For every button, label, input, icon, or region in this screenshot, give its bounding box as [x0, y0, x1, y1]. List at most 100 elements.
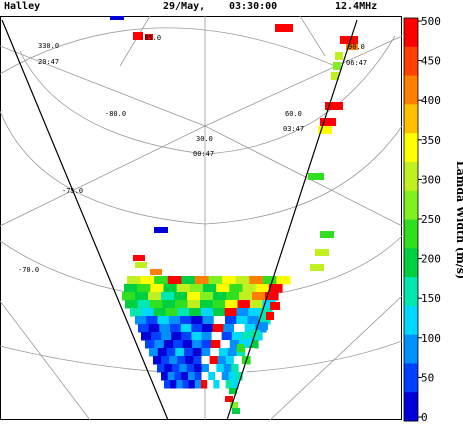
scatter-cell	[223, 324, 235, 333]
grid-label: 30.0	[196, 135, 213, 143]
scatter-cell	[340, 36, 358, 44]
field-of-view	[1, 19, 358, 420]
scatter-cell	[135, 292, 149, 301]
scatter-cell	[223, 364, 232, 373]
scatter-cell	[167, 372, 176, 381]
scatter-cell	[145, 340, 156, 349]
meridian-330	[0, 45, 206, 127]
scatter-cell	[133, 32, 143, 40]
grid-label: 20:47	[38, 58, 59, 66]
scatter-cell	[173, 340, 184, 349]
scatter-cell	[308, 173, 324, 180]
scatter-cell	[154, 227, 168, 233]
scatter-cell	[258, 316, 271, 325]
colorbar-tick-label: 0	[421, 411, 428, 424]
scatter-cell	[215, 372, 223, 381]
scatter-cell	[201, 308, 214, 317]
scatter-cell	[146, 316, 159, 325]
scatter-cell	[164, 364, 173, 373]
scatter-cell	[157, 364, 166, 373]
scatter-cell	[176, 380, 184, 389]
scatter-cell	[171, 332, 182, 341]
scatter-cell	[225, 300, 239, 309]
scatter-cell	[122, 292, 136, 301]
scatter-cell	[225, 356, 235, 365]
scatter-cell	[212, 300, 226, 309]
scatter-cell	[154, 276, 169, 285]
scatter-cell	[189, 308, 202, 317]
date-label: 29/May,	[163, 1, 206, 12]
scatter-cell	[124, 284, 138, 293]
scatter-cell	[244, 324, 256, 333]
scatter-cell	[200, 292, 214, 301]
scatter-cell	[320, 231, 334, 238]
scatter-cell	[207, 380, 214, 389]
scatter-cell	[201, 348, 211, 357]
scatter-cell	[151, 332, 162, 341]
colorbar-block	[404, 161, 418, 192]
scatter-cell	[135, 262, 147, 268]
time-label: 03:30:00	[229, 1, 278, 12]
scatter-cell	[188, 380, 196, 389]
scatter-cell	[331, 72, 339, 80]
colorbar-block	[404, 363, 418, 393]
grid-labels: 330.0 20:47 -85.0 -80.0 30.0 00:47 60.0 …	[18, 34, 367, 274]
meridian-60	[204, 125, 402, 227]
scatter-cell	[232, 408, 240, 414]
scatter-cell	[153, 356, 162, 365]
scatter-cell	[229, 340, 240, 349]
scatter-cell	[221, 372, 230, 381]
scatter-cell	[149, 348, 159, 357]
scatter-cell	[182, 380, 190, 389]
scatter-cell	[217, 356, 227, 365]
scatter-cell	[154, 340, 165, 349]
scatter-cell	[248, 340, 259, 349]
scatter-cell	[165, 308, 178, 317]
colorbar-title: Lamda Width (m/s)	[454, 161, 463, 279]
scatter-cells	[110, 16, 358, 414]
scatter-cell	[194, 380, 202, 389]
scatter-cell	[235, 372, 243, 381]
scatter-cell	[325, 102, 343, 110]
colorbar-block	[404, 392, 418, 422]
scatter-cell	[141, 308, 155, 317]
scatter-cell	[252, 292, 266, 301]
scatter-cell	[236, 308, 249, 317]
scatter-cell	[168, 316, 181, 325]
scatter-cell	[231, 332, 243, 341]
scatter-cell	[335, 52, 343, 60]
scatter-cell	[213, 292, 227, 301]
scatter-cell	[193, 356, 203, 365]
colorbar-block	[404, 190, 418, 220]
plot-header: Halley 29/May, 03:30:00 12.4MHz	[0, 0, 463, 16]
scatter-cell	[191, 324, 203, 333]
scatter-cell	[208, 372, 216, 381]
scatter-cell	[275, 24, 293, 32]
scatter-cell	[333, 62, 341, 70]
scatter-cell	[167, 276, 182, 285]
scatter-cell	[161, 332, 172, 341]
scatter-cell	[276, 276, 291, 285]
scatter-cell	[163, 340, 174, 349]
scatter-cell	[153, 308, 167, 317]
colorbar-tick-label: 450	[421, 55, 441, 68]
scatter-cell	[225, 316, 237, 325]
scatter-cell	[225, 380, 233, 389]
scatter-cell	[180, 316, 192, 325]
scatter-cell	[130, 308, 143, 317]
scatter-cell	[200, 300, 214, 309]
scatter-cell	[177, 308, 190, 317]
scatter-cell	[231, 380, 239, 389]
scatter-cell	[192, 348, 203, 357]
scatter-cell	[258, 322, 268, 330]
scatter-cell	[187, 292, 201, 301]
colorbar-block	[404, 219, 418, 249]
scatter-cell	[150, 269, 162, 275]
scatter-cell	[166, 348, 176, 357]
colorbar-tick-label: 400	[421, 94, 441, 107]
scatter-cell	[216, 364, 225, 373]
scatter-cell	[162, 300, 176, 309]
scatter-cell	[191, 332, 203, 341]
scatter-cell	[201, 372, 209, 381]
meridian-300	[0, 125, 206, 227]
